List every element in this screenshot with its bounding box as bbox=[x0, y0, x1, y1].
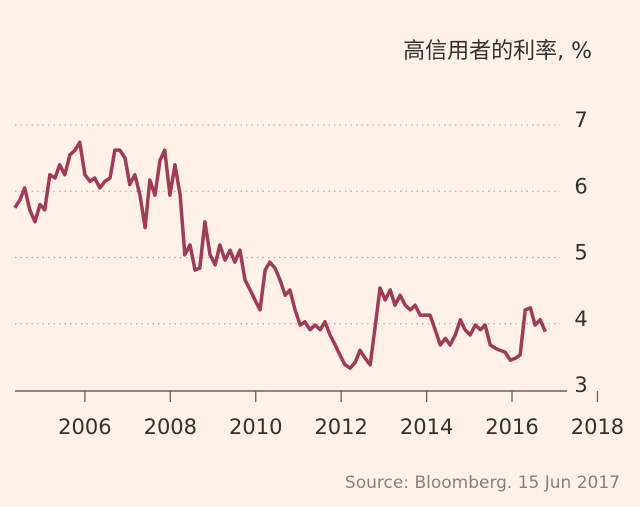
y-tick-label: 3 bbox=[574, 373, 587, 397]
x-tick-label: 2010 bbox=[229, 415, 282, 439]
x-tick-label: 2008 bbox=[144, 415, 197, 439]
x-tick-label: 2014 bbox=[400, 415, 453, 439]
y-tick-label: 7 bbox=[574, 108, 587, 132]
x-tick-label: 2016 bbox=[485, 415, 538, 439]
x-tick-label: 2012 bbox=[314, 415, 367, 439]
source-note: Source: Bloomberg. 15 Jun 2017 bbox=[345, 473, 620, 493]
y-tick-label: 5 bbox=[574, 241, 587, 265]
x-tick-label: 2018 bbox=[571, 415, 624, 439]
data-line bbox=[13, 140, 547, 370]
chart-title: 高信用者的利率, % bbox=[403, 39, 592, 64]
x-tick-label: 2006 bbox=[58, 415, 111, 439]
y-tick-label: 6 bbox=[574, 174, 587, 198]
y-tick-label: 4 bbox=[574, 307, 587, 331]
